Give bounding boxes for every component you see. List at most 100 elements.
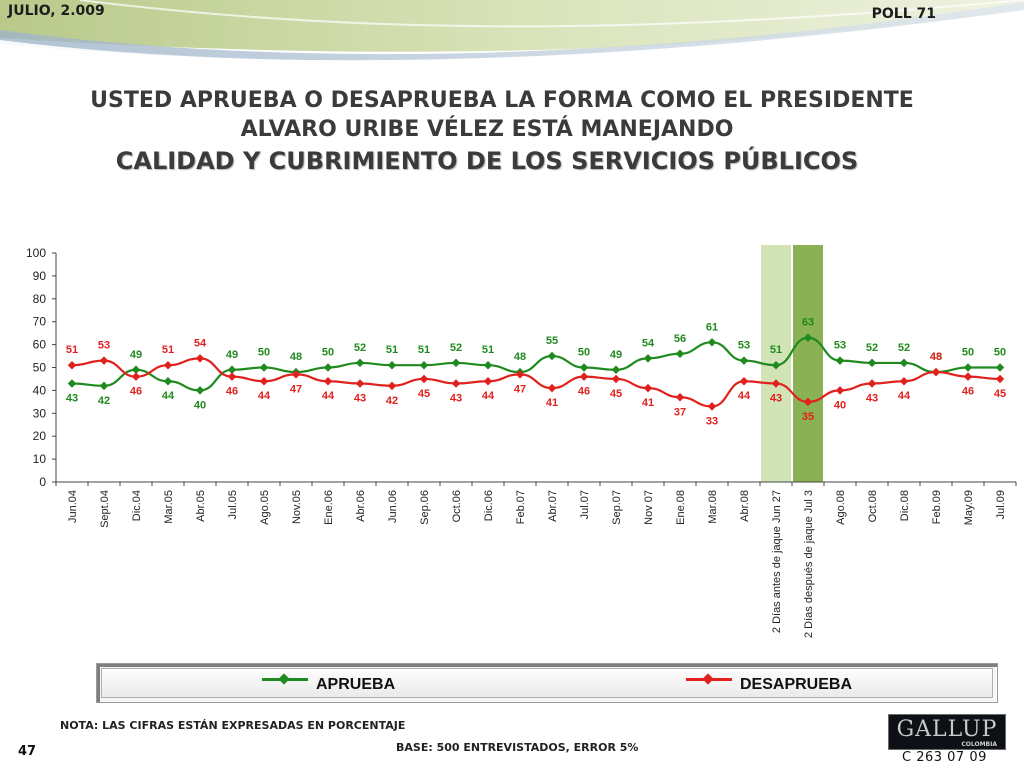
data-point xyxy=(995,374,1005,384)
data-label: 35 xyxy=(802,411,814,423)
data-point xyxy=(99,356,109,365)
data-point xyxy=(515,370,525,379)
footnote-base: BASE: 500 ENTREVISTADOS, ERROR 5% xyxy=(396,741,639,754)
data-point xyxy=(963,363,973,372)
data-point xyxy=(323,376,333,386)
data-point xyxy=(803,397,813,407)
data-label: 48 xyxy=(930,351,942,363)
data-label: 55 xyxy=(546,335,558,347)
data-point xyxy=(643,383,653,393)
x-tick-label: Jun.04 xyxy=(67,490,79,523)
data-point xyxy=(739,376,749,386)
data-label: 45 xyxy=(610,388,622,400)
data-label: 51 xyxy=(418,344,430,356)
data-point xyxy=(195,354,205,363)
data-point xyxy=(131,372,141,381)
data-label: 50 xyxy=(322,347,334,359)
data-label: 44 xyxy=(258,390,271,402)
data-label: 46 xyxy=(130,386,142,398)
line-chart: 0 10 20 30 40 50 60 70 80 90 100 Jun.04 Sept.04 Dic.0… xyxy=(26,245,1017,638)
data-point xyxy=(899,376,909,386)
data-label: 49 xyxy=(130,349,142,361)
data-point xyxy=(259,376,269,386)
data-label: 52 xyxy=(898,342,910,354)
data-label: 51 xyxy=(386,344,398,356)
x-tick-label: Feb.07 xyxy=(515,490,527,524)
y-tick-label: 40 xyxy=(33,383,47,397)
x-tick-label: Abr.07 xyxy=(547,490,559,522)
data-point xyxy=(131,365,141,375)
logo-subtitle: COLOMBIA xyxy=(961,741,997,748)
x-tick-label: Ene.08 xyxy=(675,490,687,525)
data-point xyxy=(579,363,589,372)
legend-desaprueba-label: DESAPRUEBA xyxy=(740,676,853,693)
data-label: 50 xyxy=(994,347,1006,359)
data-label: 51 xyxy=(162,344,174,356)
data-label: 54 xyxy=(194,337,207,349)
x-tick-label: Mar.08 xyxy=(707,490,719,524)
data-point xyxy=(227,372,237,381)
data-point xyxy=(163,376,173,386)
data-label: 51 xyxy=(770,344,782,356)
data-label: 47 xyxy=(514,383,526,395)
data-point xyxy=(579,372,589,381)
data-point xyxy=(387,381,397,391)
data-point xyxy=(67,379,77,388)
data-point xyxy=(451,379,461,388)
data-point xyxy=(963,372,973,381)
data-label: 44 xyxy=(162,390,175,402)
y-tick-label: 30 xyxy=(33,406,47,420)
data-label: 42 xyxy=(386,395,398,407)
x-tick-label: Dic.08 xyxy=(899,490,911,521)
x-tick-label: Dic.06 xyxy=(483,490,495,521)
data-label: 53 xyxy=(834,340,846,352)
x-tick-label: Nov 07 xyxy=(643,490,655,525)
data-point xyxy=(195,386,205,395)
data-label: 43 xyxy=(66,393,78,405)
data-label: 45 xyxy=(418,388,430,400)
x-tick-label: 2 Días antes de jaque Jun 27 xyxy=(771,490,783,633)
data-label: 43 xyxy=(450,393,462,405)
x-tick-label: Ago.05 xyxy=(259,490,271,525)
x-tick-label: Jul.09 xyxy=(995,490,1007,519)
data-label: 46 xyxy=(578,386,590,398)
title-line-1: USTED APRUEBA O DESAPRUEBA LA FORMA COMO… xyxy=(90,88,914,113)
data-label: 44 xyxy=(898,390,911,402)
data-label: 43 xyxy=(770,393,782,405)
legend-inner: APRUEBA DESAPRUEBA xyxy=(101,668,993,698)
data-label: 49 xyxy=(610,349,622,361)
data-point xyxy=(771,379,781,388)
data-point xyxy=(227,365,237,375)
data-label: 45 xyxy=(994,388,1006,400)
x-tick-label: Ene.06 xyxy=(323,490,335,525)
data-label: 44 xyxy=(738,390,751,402)
data-label: 46 xyxy=(226,386,238,398)
y-tick-label: 70 xyxy=(33,315,47,329)
data-label: 48 xyxy=(930,351,942,363)
x-tick-label: Jul.05 xyxy=(227,490,239,519)
data-point xyxy=(867,379,877,388)
x-tick-label: Abr.06 xyxy=(355,490,367,522)
data-point xyxy=(387,360,397,370)
data-point xyxy=(483,360,493,370)
data-label: 50 xyxy=(962,347,974,359)
header-poll: POLL 71 xyxy=(871,6,936,22)
data-point xyxy=(323,363,333,372)
y-tick-label: 10 xyxy=(33,452,47,466)
x-tick-label: Abr.08 xyxy=(739,490,751,522)
data-point xyxy=(355,358,365,368)
data-point xyxy=(643,354,653,363)
data-point xyxy=(547,351,557,361)
data-label: 48 xyxy=(290,351,302,363)
data-point xyxy=(707,402,717,411)
legend-desaprueba-line xyxy=(686,678,732,681)
data-point xyxy=(611,365,621,375)
data-label: 42 xyxy=(98,395,110,407)
legend-aprueba-label: APRUEBA xyxy=(316,676,396,693)
y-tick-label: 0 xyxy=(39,475,46,489)
data-label: 44 xyxy=(482,390,495,402)
legend: APRUEBA DESAPRUEBA xyxy=(96,663,998,703)
data-point xyxy=(291,370,301,379)
data-point xyxy=(803,333,813,342)
data-label: 37 xyxy=(674,406,686,418)
